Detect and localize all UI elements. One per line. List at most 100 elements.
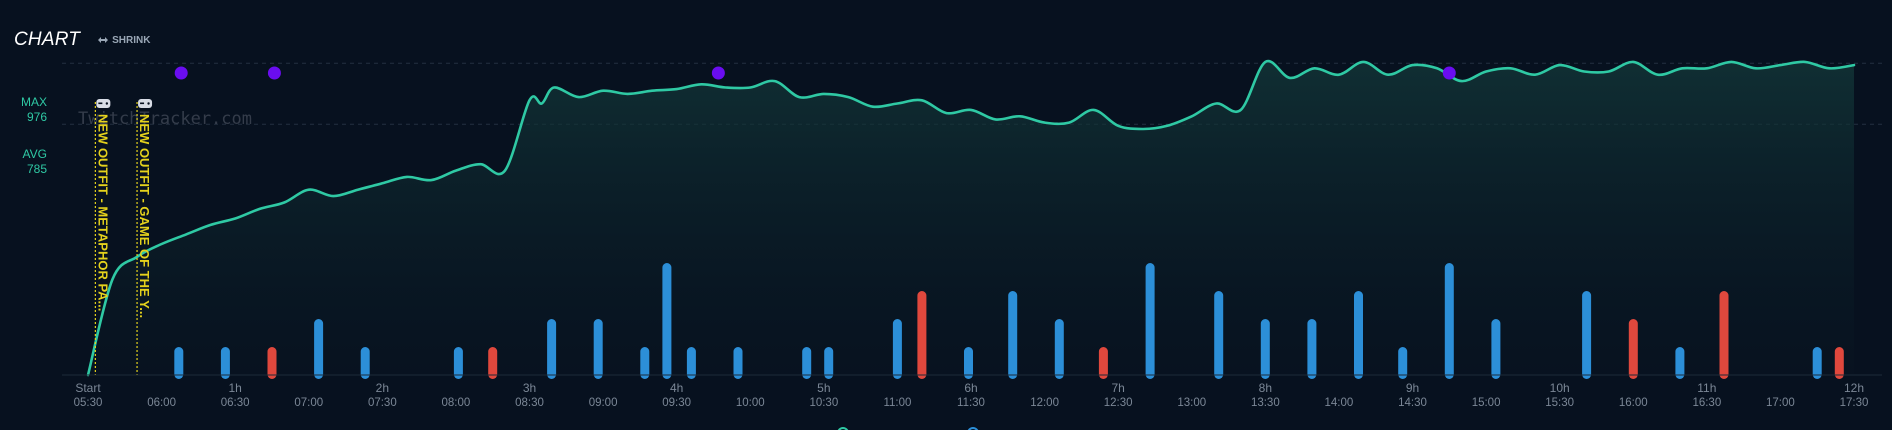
x-tick-time-label: 11:30 <box>957 397 985 409</box>
arrows-horizontal-icon <box>98 37 109 43</box>
activity-bar <box>1398 347 1408 379</box>
gamepad-icon-button <box>105 102 109 105</box>
x-tick-time-label: 14:30 <box>1398 397 1427 409</box>
activity-bar <box>1260 319 1270 379</box>
x-tick-time-label: 07:00 <box>294 397 323 409</box>
x-tick-label: 3h <box>523 381 536 395</box>
activity-bar <box>917 291 927 379</box>
x-tick-time-label: 11:00 <box>883 397 911 409</box>
annotation-label: NEW OUTFIT - GAME OF THE Y... <box>137 114 152 318</box>
activity-bar <box>824 347 834 379</box>
event-marker-dot <box>1442 66 1456 80</box>
activity-bar <box>1675 347 1685 379</box>
activity-bar <box>1582 291 1592 379</box>
activity-bar <box>964 347 973 379</box>
legend-viewers-swatch <box>837 427 849 430</box>
activity-bar <box>220 347 230 379</box>
x-tick-label: 2h <box>376 381 389 395</box>
x-tick-label: 5h <box>817 381 830 395</box>
gamepad-icon-body <box>96 99 111 108</box>
activity-bar <box>174 347 184 379</box>
activity-bar <box>488 347 498 379</box>
gamepad-icon <box>96 99 111 108</box>
x-tick-label: 1h <box>228 381 241 395</box>
x-tick-time-label: 06:00 <box>147 397 176 409</box>
x-tick-time-label: 08:00 <box>442 397 471 409</box>
x-tick-label: 6h <box>964 381 977 395</box>
x-tick-label: 10h <box>1550 381 1570 395</box>
avg-label: AVG <box>22 147 47 161</box>
x-tick-time-label: 12:30 <box>1104 397 1133 409</box>
x-tick-time-label: 05:30 <box>74 397 103 409</box>
gamepad-icon-dpad <box>140 102 145 105</box>
x-tick-label: 8h <box>1259 381 1272 395</box>
x-tick-time-label: 14:00 <box>1325 397 1354 409</box>
activity-bar <box>593 319 603 379</box>
activity-bar <box>640 347 650 379</box>
activity-bar <box>1098 347 1108 379</box>
chart-header: CHART SHRINK <box>14 28 150 52</box>
x-tick-time-label: 16:00 <box>1619 397 1648 409</box>
activity-bar <box>453 347 463 379</box>
event-marker-dot <box>267 66 281 80</box>
x-tick-label: 7h <box>1111 381 1124 395</box>
activity-bar <box>1719 291 1729 379</box>
max-marker: MAX 976 <box>0 95 47 125</box>
activity-bar <box>1145 263 1155 379</box>
activity-bar <box>686 347 696 379</box>
x-tick-time-label: 15:00 <box>1472 397 1501 409</box>
x-tick-label: 9h <box>1406 381 1419 395</box>
x-tick-time-label: 10:00 <box>736 397 765 409</box>
x-tick-time-label: 17:00 <box>1766 397 1795 409</box>
x-tick-time-label: 13:30 <box>1251 397 1280 409</box>
activity-bar <box>1354 291 1363 379</box>
max-value: 976 <box>26 110 47 124</box>
x-tick-time-label: 15:30 <box>1545 397 1574 409</box>
gamepad-icon-body <box>138 99 153 108</box>
x-tick-label: 11h <box>1697 381 1716 395</box>
activity-bar <box>1054 319 1064 379</box>
x-tick-time-label: 06:30 <box>221 397 250 409</box>
x-tick-time-label: 17:30 <box>1840 397 1869 409</box>
shrink-label: SHRINK <box>112 34 151 46</box>
watermark: TwitchTracker.com <box>78 109 252 129</box>
activity-bar <box>360 347 370 379</box>
activity-bar <box>1834 347 1844 379</box>
annotation-label: NEW OUTFIT - METAPHOR PA... <box>95 114 110 311</box>
activity-bar <box>1491 319 1501 379</box>
gamepad-icon <box>138 99 153 108</box>
activity-bar <box>1214 291 1224 379</box>
activity-bar <box>1812 347 1822 379</box>
x-tick-time-label: 09:30 <box>662 397 691 409</box>
avg-marker: AVG 785 <box>0 147 47 177</box>
x-tick-time-label: 08:30 <box>515 397 544 409</box>
activity-bar <box>1008 291 1018 379</box>
activity-bar <box>1307 319 1317 379</box>
shrink-button[interactable]: SHRINK <box>98 35 150 46</box>
activity-bar <box>733 347 743 379</box>
activity-bar <box>1444 263 1454 379</box>
avg-value: 785 <box>26 162 47 176</box>
activity-bar <box>547 319 557 379</box>
x-tick-time-label: 10:30 <box>809 397 838 409</box>
activity-bar <box>802 347 812 379</box>
activity-bar <box>1628 319 1638 379</box>
x-tick-time-label: 16:30 <box>1692 397 1721 409</box>
x-tick-time-label: 09:00 <box>589 397 618 409</box>
gamepad-icon-button <box>147 102 150 105</box>
x-tick-time-label: 07:30 <box>368 397 397 409</box>
activity-bar <box>662 263 672 379</box>
gamepad-icon-dpad <box>98 102 103 105</box>
x-tick-label: Start <box>75 381 101 395</box>
x-tick-time-label: 13:00 <box>1177 397 1206 409</box>
event-marker-dot <box>174 66 188 80</box>
viewer-area <box>88 61 1854 375</box>
activity-bar <box>267 347 277 379</box>
max-label: MAX <box>20 95 47 109</box>
event-marker-dot <box>711 66 725 80</box>
x-tick-label: 12h <box>1844 381 1864 395</box>
x-tick-time-label: 12:00 <box>1030 397 1059 409</box>
x-tick-label: 4h <box>670 381 683 395</box>
legend-activity-swatch <box>967 427 979 430</box>
